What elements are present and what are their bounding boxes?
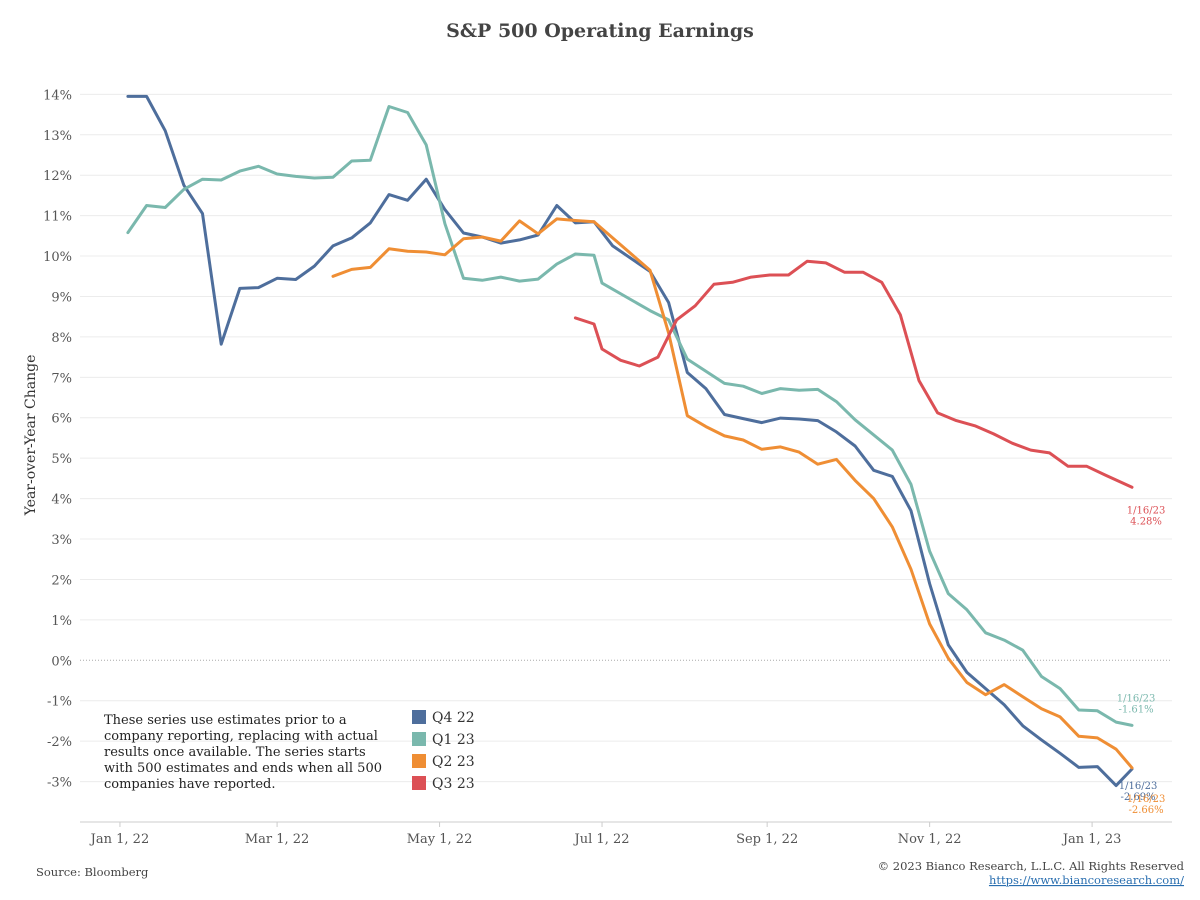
series-line-q2-23	[331, 217, 1134, 770]
y-tick-label: 14%	[43, 88, 72, 103]
legend-label: Q4 22	[432, 710, 475, 726]
legend-label: Q1 23	[432, 732, 475, 748]
x-tick-label: May 1, 22	[407, 832, 473, 847]
series-end-label: 1/16/23	[1127, 505, 1166, 516]
y-tick-label: -2%	[47, 735, 72, 750]
gridlines	[80, 93, 1172, 783]
y-tick-label: 12%	[43, 169, 72, 184]
y-tick-label: 2%	[51, 573, 72, 588]
series-end-label: -2.66%	[1128, 805, 1163, 816]
y-tick-label: 8%	[51, 331, 72, 346]
y-axis-ticks: -3% -2% -1% 0% 1% 2% 3% 4% 5% 6% 7% 8% 9% 10% 11% 12% 13…	[43, 88, 72, 790]
series-end-label: 1/16/23	[1117, 693, 1156, 704]
x-tick-label: Nov 1, 22	[898, 832, 962, 847]
series-end-label: 4.28%	[1130, 516, 1162, 527]
legend-label: Q3 23	[432, 776, 475, 792]
series-end-labels: 1/16/23-2.69%1/16/23-1.61%1/16/23-2.66%1…	[1117, 505, 1166, 816]
x-tick-label: Jul 1, 22	[573, 832, 630, 847]
x-tick-label: Jan 1, 23	[1061, 832, 1122, 847]
y-tick-label: 3%	[51, 533, 72, 548]
legend-swatch	[412, 754, 426, 768]
x-tick-label: Sep 1, 22	[736, 832, 798, 847]
series-line-q3-23	[573, 259, 1134, 489]
y-tick-label: 11%	[43, 210, 72, 225]
x-tick-label: Jan 1, 22	[89, 832, 150, 847]
series-end-label: -1.61%	[1118, 704, 1153, 715]
y-tick-label: 5%	[51, 452, 72, 467]
series-lines	[126, 94, 1134, 788]
legend-swatch	[412, 732, 426, 746]
series-end-label: 1/16/23	[1127, 794, 1166, 805]
note-line-4: with 500 estimates and ends when all 500	[104, 761, 382, 776]
y-tick-label: 1%	[51, 614, 72, 629]
source-note: Source: Bloomberg	[36, 865, 149, 879]
y-tick-label: 13%	[43, 129, 72, 144]
legend-label: Q2 23	[432, 754, 475, 770]
series-line-q1-23	[126, 105, 1134, 727]
note-line-3: results once available. The series start…	[104, 745, 366, 760]
y-tick-label: 9%	[51, 290, 72, 305]
legend-swatch	[412, 710, 426, 724]
annotation-note: These series use estimates prior to a co…	[104, 713, 382, 792]
y-tick-label: 4%	[51, 493, 72, 508]
legend: Q4 22 Q1 23 Q2 23 Q3 23	[412, 710, 475, 792]
x-axis-ticks: Jan 1, 22 Mar 1, 22 May 1, 22 Jul 1, 22 Sep …	[89, 822, 1122, 847]
website-link[interactable]: https://www.biancoresearch.com/	[989, 873, 1184, 887]
y-tick-label: -3%	[47, 776, 72, 791]
series-end-label: -2.69%	[1120, 792, 1155, 803]
x-tick-label: Mar 1, 22	[245, 832, 310, 847]
note-line-2: company reporting, replacing with actual	[104, 729, 378, 744]
note-line-5: companies have reported.	[104, 777, 275, 792]
series-end-label: 1/16/23	[1119, 781, 1158, 792]
chart-title: S&P 500 Operating Earnings	[446, 20, 754, 42]
series-line-q4-22	[126, 94, 1134, 788]
y-tick-label: -1%	[47, 695, 72, 710]
y-tick-label: 0%	[51, 654, 72, 669]
y-tick-label: 7%	[51, 371, 72, 386]
note-line-1: These series use estimates prior to a	[104, 713, 347, 728]
y-axis-label: Year-over-Year Change	[23, 355, 39, 517]
y-tick-label: 6%	[51, 412, 72, 427]
legend-swatch	[412, 776, 426, 790]
copyright-note: © 2023 Bianco Research, L.L.C. All Right…	[878, 859, 1185, 873]
y-tick-label: 10%	[43, 250, 72, 265]
